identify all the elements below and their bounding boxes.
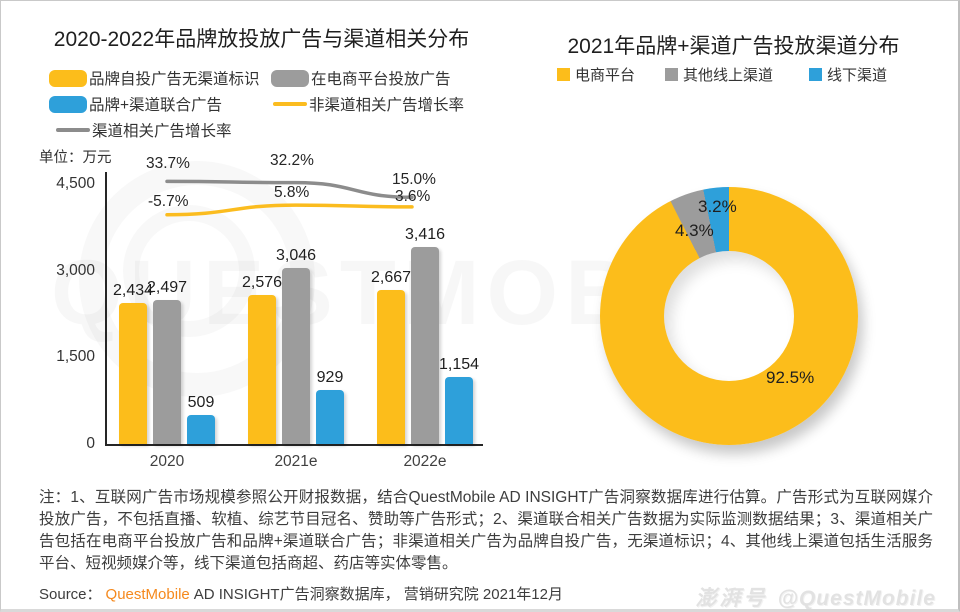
bar-value-label: 509 xyxy=(187,394,215,411)
questmobile-handle: @QuestMobile xyxy=(777,587,936,610)
line-point-label: 5.8% xyxy=(274,184,310,201)
donut-slice-label-其他线上渠道: 4.3% xyxy=(675,221,714,240)
y-tick-label: 3,000 xyxy=(56,261,95,279)
x-category-label: 2021e xyxy=(274,453,318,470)
bar-品牌+渠道联合广告-2021e xyxy=(316,390,344,444)
line-point-label: -5.7% xyxy=(148,193,189,210)
bar-chart-title: 2020-2022年品牌放投放广告与渠道相关分布 xyxy=(53,28,470,51)
x-category-label: 2022e xyxy=(403,453,447,470)
y-tick-label: 0 xyxy=(86,435,95,452)
line-point-label: 3.6% xyxy=(395,188,431,205)
line-point-label: 15.0% xyxy=(392,171,436,188)
source-rest: AD INSIGHT广告洞察数据库， 营销研究院 2021年12月 xyxy=(193,586,563,603)
legend-item-4: 非渠道相关广告增长率 xyxy=(273,93,464,115)
legend-square-swatch xyxy=(809,68,822,81)
legend-line-swatch xyxy=(56,128,90,132)
legend-item-2: 在电商平台投放广告 xyxy=(271,67,451,89)
legend-label: 非渠道相关广告增长率 xyxy=(309,97,465,114)
bar-value-label: 3,416 xyxy=(404,226,446,243)
line-point-label: 32.2% xyxy=(270,152,314,169)
legend-bar-swatch xyxy=(271,69,309,87)
donut-legend-item-3: 线下渠道 xyxy=(809,64,887,85)
bar-品牌+渠道联合广告-2022e xyxy=(445,377,473,444)
legend-bar-swatch xyxy=(49,69,87,87)
bar-value-label: 2,497 xyxy=(146,279,188,296)
source-brand: QuestMobile xyxy=(105,586,190,603)
bar-value-label: 2,434 xyxy=(112,282,154,299)
donut-hole xyxy=(664,251,794,381)
bar-品牌自投广告无渠道标识-2022e xyxy=(377,290,405,444)
legend-item-5: 渠道相关广告增长率 xyxy=(56,119,232,141)
pengpai-account-watermark: 澎湃号 @QuestMobile xyxy=(695,582,937,610)
bar-在电商平台投放广告-2021e xyxy=(282,268,310,444)
bar-在电商平台投放广告-2022e xyxy=(411,247,439,444)
x-category-label: 2020 xyxy=(149,453,185,470)
donut-chart-title: 2021年品牌+渠道广告投放渠道分布 xyxy=(567,35,900,58)
donut-legend-item-2: 其他线上渠道 xyxy=(665,64,773,85)
legend-square-swatch xyxy=(665,68,678,81)
legend-label: 在电商平台投放广告 xyxy=(311,71,451,88)
bar-在电商平台投放广告-2020 xyxy=(153,300,181,444)
legend-label: 品牌+渠道联合广告 xyxy=(89,97,223,114)
bar-value-label: 3,046 xyxy=(275,247,317,264)
y-tick-label: 4,500 xyxy=(56,175,95,192)
donut-legend-label: 线下渠道 xyxy=(827,67,888,84)
legend-bar-swatch xyxy=(49,95,87,113)
footnotes: 注：1、互联网广告市场规模参照公开财报数据，结合QuestMobile AD I… xyxy=(39,489,933,572)
source-line: Source： QuestMobile AD INSIGHT广告洞察数据库， 营销研… xyxy=(39,583,563,604)
bar-品牌自投广告无渠道标识-2021e xyxy=(248,295,276,444)
donut-slice-label-线下渠道: 3.2% xyxy=(698,197,737,216)
bar-value-label: 2,576 xyxy=(241,274,283,291)
source-prefix: Source： xyxy=(39,586,102,603)
x-axis-line xyxy=(105,444,483,446)
bar-品牌+渠道联合广告-2020 xyxy=(187,415,215,444)
legend-label: 品牌自投广告无渠道标识 xyxy=(89,71,260,88)
donut-legend-label: 电商平台 xyxy=(575,67,636,84)
bar-value-label: 2,667 xyxy=(370,269,412,286)
bar-品牌自投广告无渠道标识-2020 xyxy=(119,303,147,444)
donut-slice-label-电商平台: 92.5% xyxy=(766,368,815,387)
legend-label: 渠道相关广告增长率 xyxy=(92,123,232,140)
donut-legend-item-1: 电商平台 xyxy=(557,64,635,85)
legend-item-3: 品牌+渠道联合广告 xyxy=(49,93,222,115)
donut-legend-label: 其他线上渠道 xyxy=(683,67,774,84)
y-axis-line xyxy=(105,172,107,445)
pengpai-badge: 澎湃号 xyxy=(695,587,768,610)
bar-value-label: 1,154 xyxy=(438,356,480,373)
unit-label: 单位：万元 xyxy=(39,150,112,166)
line-point-label: 33.7% xyxy=(146,155,190,172)
bar-value-label: 929 xyxy=(316,369,344,386)
legend-square-swatch xyxy=(557,68,570,81)
legend-item-1: 品牌自投广告无渠道标识 xyxy=(49,67,260,89)
donut-chart xyxy=(600,187,858,445)
y-tick-label: 1,500 xyxy=(56,348,95,366)
legend-line-swatch xyxy=(273,102,307,106)
